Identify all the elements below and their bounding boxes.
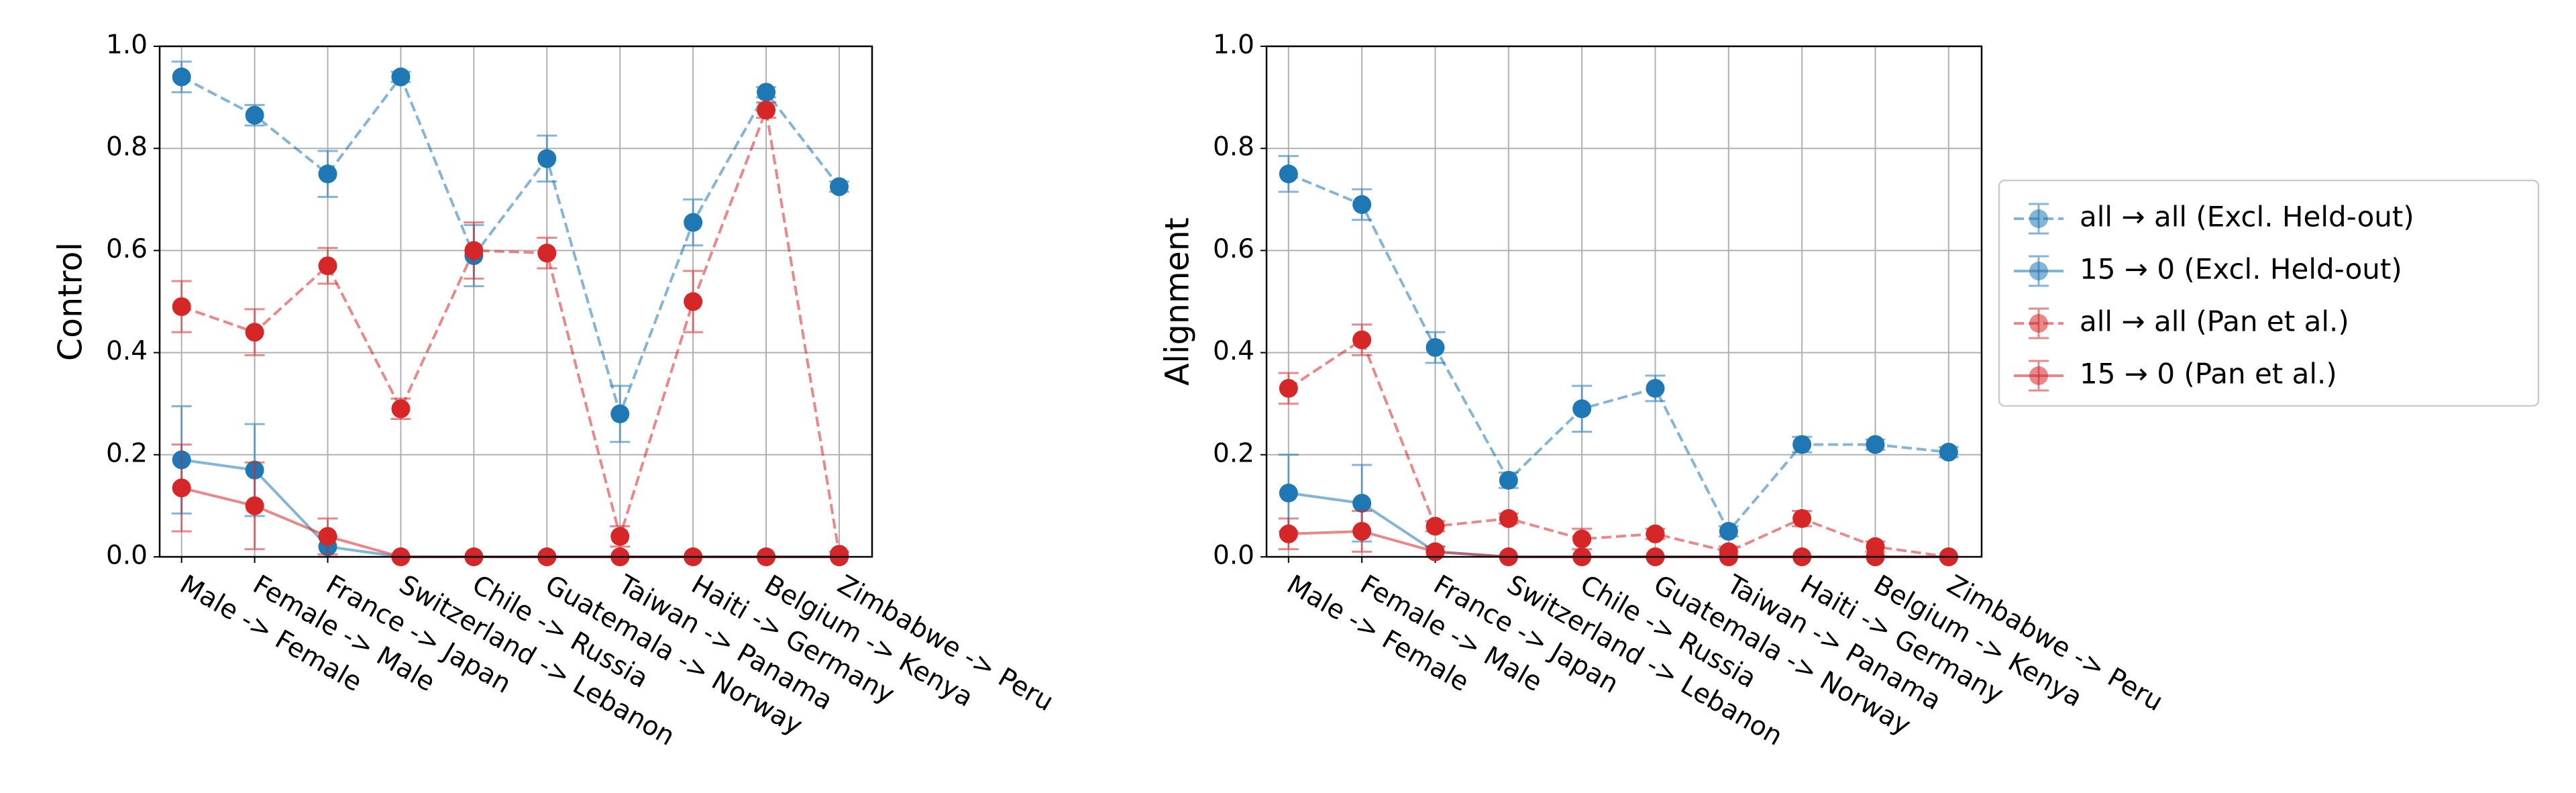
marker: [172, 297, 191, 317]
marker: [610, 527, 630, 546]
marker: [245, 496, 264, 515]
series-line: [1288, 491, 1949, 558]
series: [171, 101, 849, 564]
marker: [1426, 542, 1445, 562]
marker: [318, 527, 337, 546]
marker: [1352, 195, 1372, 214]
y-axis-label: Control: [52, 242, 90, 361]
marker: [1352, 494, 1372, 513]
marker: [464, 241, 484, 260]
marker: [1866, 435, 1885, 454]
marker: [610, 404, 630, 423]
y-tick-label: 0.6: [106, 234, 148, 264]
marker: [1572, 399, 1592, 419]
series-line: [1287, 337, 1949, 558]
marker: [1572, 529, 1592, 549]
y-tick-label: 0.8: [106, 132, 148, 162]
marker: [1499, 470, 1518, 490]
y-tick-label: 1.0: [1213, 30, 1254, 60]
marker: [829, 177, 849, 197]
marker: [1279, 378, 1298, 398]
legend-label: all → all (Excl. Held-out): [2080, 201, 2414, 233]
marker: [318, 256, 337, 276]
marker: [1279, 524, 1298, 543]
marker: [391, 399, 411, 419]
marker: [684, 213, 703, 232]
series: [1278, 454, 1959, 566]
legend-label: all → all (Pan et al.): [2080, 305, 2349, 338]
marker: [1646, 378, 1665, 398]
marker: [1499, 509, 1518, 528]
series-line: [181, 105, 841, 555]
marker: [1646, 524, 1665, 543]
series: [171, 443, 849, 566]
series-line: [180, 74, 841, 419]
marker: [1426, 517, 1445, 536]
marker: [1939, 442, 1958, 462]
legend-label: 15 → 0 (Excl. Held-out): [2080, 253, 2402, 286]
marker: [1792, 435, 1812, 454]
series: [171, 405, 849, 566]
marker: [245, 105, 264, 125]
marker: [537, 244, 557, 263]
marker: [1279, 164, 1298, 184]
series: [1278, 155, 1959, 541]
marker: [684, 292, 703, 311]
y-tick-label: 0.0: [106, 541, 148, 571]
marker: [1792, 509, 1812, 528]
y-tick-label: 1.0: [106, 30, 148, 60]
y-axis-label: Alignment: [1159, 217, 1197, 386]
marker: [245, 323, 264, 342]
legend-box: [1998, 179, 2540, 407]
series-line: [181, 458, 839, 558]
series-line: [1288, 172, 1949, 534]
legend-marker: [2029, 366, 2048, 385]
marker: [172, 478, 191, 498]
marker: [757, 101, 776, 120]
plot-frame: [1265, 45, 1983, 558]
marker: [1352, 521, 1372, 541]
y-tick-label: 0.2: [1213, 438, 1254, 468]
legend-label: 15 → 0 (Pan et al.): [2080, 358, 2337, 390]
marker: [172, 67, 191, 87]
y-tick-label: 0.8: [1213, 132, 1254, 162]
y-tick-label: 0.4: [1213, 336, 1254, 366]
marker: [537, 149, 557, 168]
series: [1278, 323, 1959, 566]
legend-marker: [2029, 209, 2048, 228]
y-tick-label: 0.2: [106, 438, 148, 468]
series: [171, 60, 849, 443]
marker: [318, 164, 337, 184]
marker: [1426, 337, 1445, 357]
marker: [1352, 330, 1372, 350]
y-tick-label: 0.0: [1213, 541, 1254, 571]
y-tick-label: 0.4: [106, 336, 148, 366]
marker: [757, 83, 776, 102]
marker: [1719, 521, 1738, 541]
marker: [1279, 483, 1298, 503]
y-tick-label: 0.6: [1213, 234, 1254, 264]
legend-marker: [2029, 262, 2048, 280]
plot-frame: [158, 45, 873, 558]
marker: [391, 67, 411, 87]
legend-marker: [2029, 314, 2048, 333]
